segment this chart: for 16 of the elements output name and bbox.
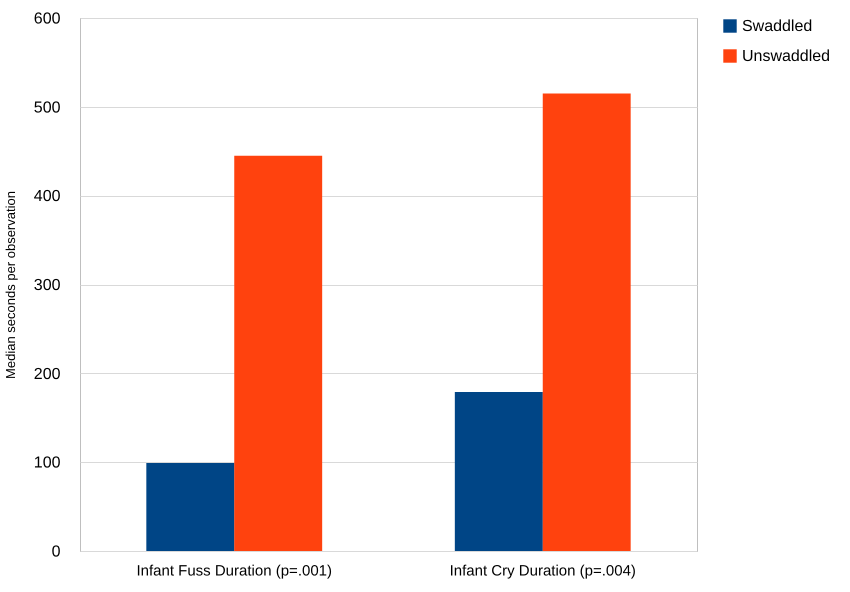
bar: [542, 94, 631, 551]
y-tick-label: 300: [34, 277, 61, 294]
y-tick-label: 0: [52, 544, 61, 560]
legend-label: Swaddled: [742, 18, 812, 35]
bar: [454, 392, 543, 551]
y-tick-label: 600: [34, 10, 61, 28]
bar: [234, 156, 322, 551]
y-tick-label: 500: [34, 99, 61, 116]
legend-label: Unswaddled: [742, 48, 830, 65]
bar: [146, 463, 234, 551]
y-tick-label: 100: [34, 454, 61, 472]
y-axis-title: Median seconds per observation: [2, 191, 18, 379]
y-tick-label: 400: [34, 188, 61, 206]
y-tick-label: 200: [34, 366, 61, 383]
x-tick-label: Infant Cry Duration (p=.004): [450, 562, 636, 580]
x-tick-label: Infant Fuss Duration (p=.001): [136, 562, 332, 580]
